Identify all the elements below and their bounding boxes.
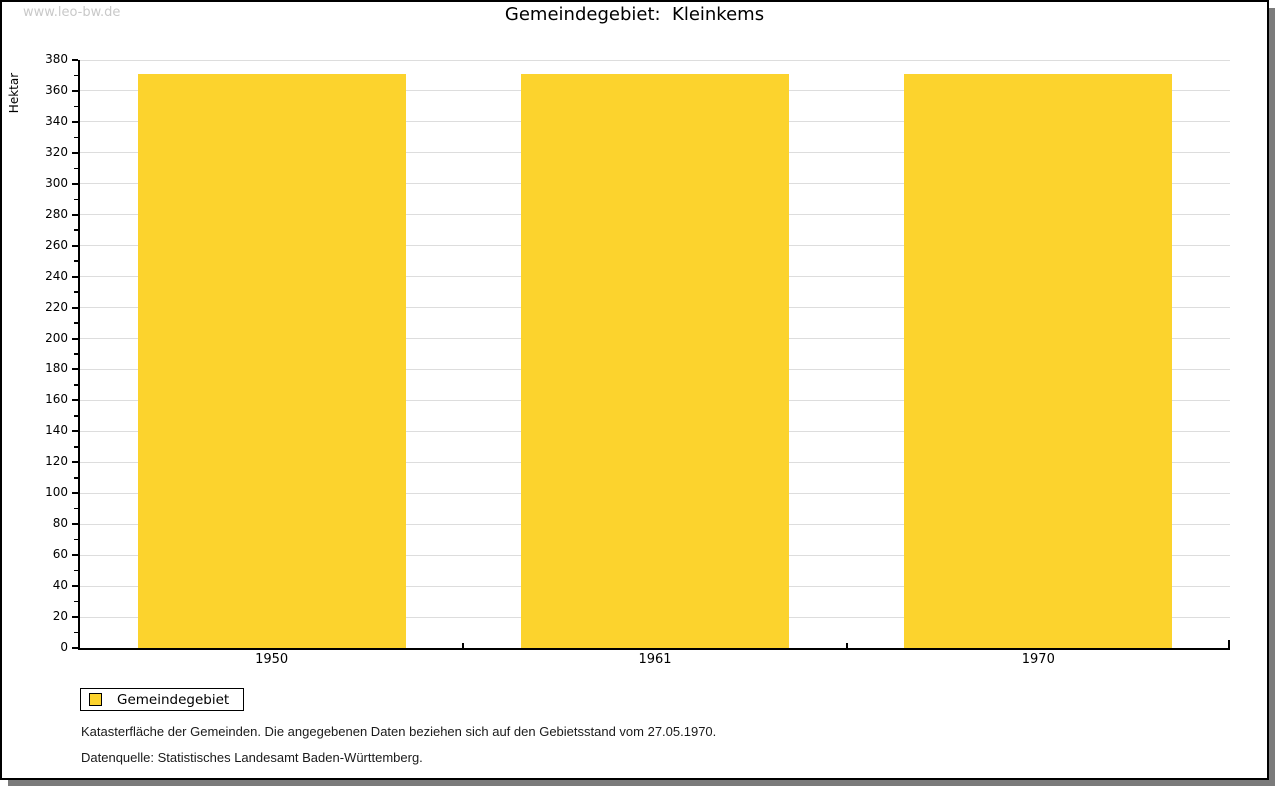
y-tick-label: 20	[52, 609, 68, 624]
y-axis-tick	[72, 399, 78, 402]
y-axis-tick	[72, 554, 78, 557]
bar	[521, 73, 789, 648]
y-axis-minor-tick	[74, 600, 78, 603]
y-axis-minor-tick	[74, 415, 78, 417]
y-axis-tick	[72, 647, 78, 649]
bar	[138, 73, 406, 648]
y-axis-tick	[72, 182, 78, 185]
watermark: www.leo-bw.de	[23, 5, 121, 20]
y-axis-minor-tick	[74, 569, 78, 572]
y-axis-minor-tick	[74, 167, 78, 170]
y-axis-tick	[72, 244, 78, 247]
y-tick-label: 380	[45, 52, 68, 66]
y-tick-label: 120	[45, 454, 68, 469]
y-axis-minor-tick	[74, 74, 78, 77]
y-axis-tick	[72, 306, 78, 309]
y-axis-minor-tick	[74, 260, 78, 262]
y-axis-tick	[72, 368, 78, 371]
x-axis-tick	[845, 643, 848, 648]
y-axis-tick	[72, 523, 78, 526]
y-axis-minor-tick	[74, 322, 78, 324]
y-axis-minor-tick	[74, 291, 78, 293]
y-axis-tick	[72, 89, 78, 92]
y-axis-tick	[72, 430, 78, 433]
legend-label: Gemeindegebiet	[117, 691, 230, 708]
y-tick-label: 220	[45, 299, 68, 314]
y-axis-tick	[72, 213, 78, 216]
y-tick-label: 80	[52, 516, 68, 531]
y-axis-tick	[72, 461, 78, 464]
y-tick-label: 280	[45, 206, 68, 221]
y-tick-label: 260	[45, 237, 68, 252]
y-tick-label: 160	[45, 392, 68, 407]
y-axis-minor-tick	[74, 198, 78, 200]
x-category-label: 1950	[255, 652, 289, 667]
footnote-datasource: Datenquelle: Statistisches Landesamt Bad…	[81, 750, 423, 765]
y-axis-title: Hektar	[7, 72, 21, 114]
y-tick-label: 180	[45, 361, 68, 376]
x-category-label: 1961	[638, 652, 672, 667]
y-axis-minor-tick	[74, 446, 78, 448]
y-tick-label: 100	[45, 485, 68, 500]
plot-area: 0 20 40 60 80 100 120 140 160 180 200 220 240 260 280 3…	[45, 52, 1230, 667]
chart-title: Gemeindegebiet: Kleinkems	[504, 4, 765, 25]
gridline	[80, 59, 1230, 61]
y-axis-minor-tick	[74, 507, 78, 510]
y-axis-minor-tick	[74, 538, 78, 541]
y-axis-tick	[72, 616, 78, 619]
y-axis-tick	[72, 585, 78, 588]
y-axis-minor-tick	[74, 384, 78, 386]
footnote-description: Katasterfläche der Gemeinden. Die angege…	[81, 724, 717, 739]
y-axis-tick	[72, 492, 78, 495]
y-axis-minor-tick	[74, 136, 78, 139]
y-tick-label: 140	[45, 423, 68, 438]
x-category-label: 1970	[1021, 652, 1055, 667]
y-axis-tick	[72, 151, 78, 154]
chart-frame: www.leo-bw.de Gemeindegebiet: Kleinkems …	[0, 0, 1269, 780]
x-axis-end-tick	[1228, 640, 1230, 648]
x-axis-tick	[462, 643, 465, 648]
y-axis-tick	[72, 275, 78, 278]
y-tick-label: 340	[45, 113, 68, 128]
y-axis-tick	[72, 120, 78, 123]
y-tick-label: 300	[45, 175, 68, 190]
y-axis-minor-tick	[74, 229, 78, 231]
y-tick-label: 0	[60, 640, 68, 654]
y-tick-label: 240	[45, 268, 68, 283]
y-tick-label: 60	[52, 547, 68, 562]
y-tick-label: 320	[45, 144, 68, 159]
y-axis-minor-tick	[74, 105, 78, 108]
y-axis-minor-tick	[74, 353, 78, 355]
y-axis-tick	[72, 337, 78, 340]
y-tick-label: 360	[45, 82, 68, 97]
bar	[904, 73, 1172, 648]
legend-swatch-gemeindegebiet	[89, 693, 102, 706]
y-axis-minor-tick	[74, 477, 78, 479]
y-axis-minor-tick	[74, 631, 78, 634]
legend-box: Gemeindegebiet	[80, 688, 245, 711]
y-tick-label: 40	[52, 578, 68, 593]
y-tick-label: 200	[45, 330, 68, 345]
y-axis-tick	[72, 59, 78, 61]
